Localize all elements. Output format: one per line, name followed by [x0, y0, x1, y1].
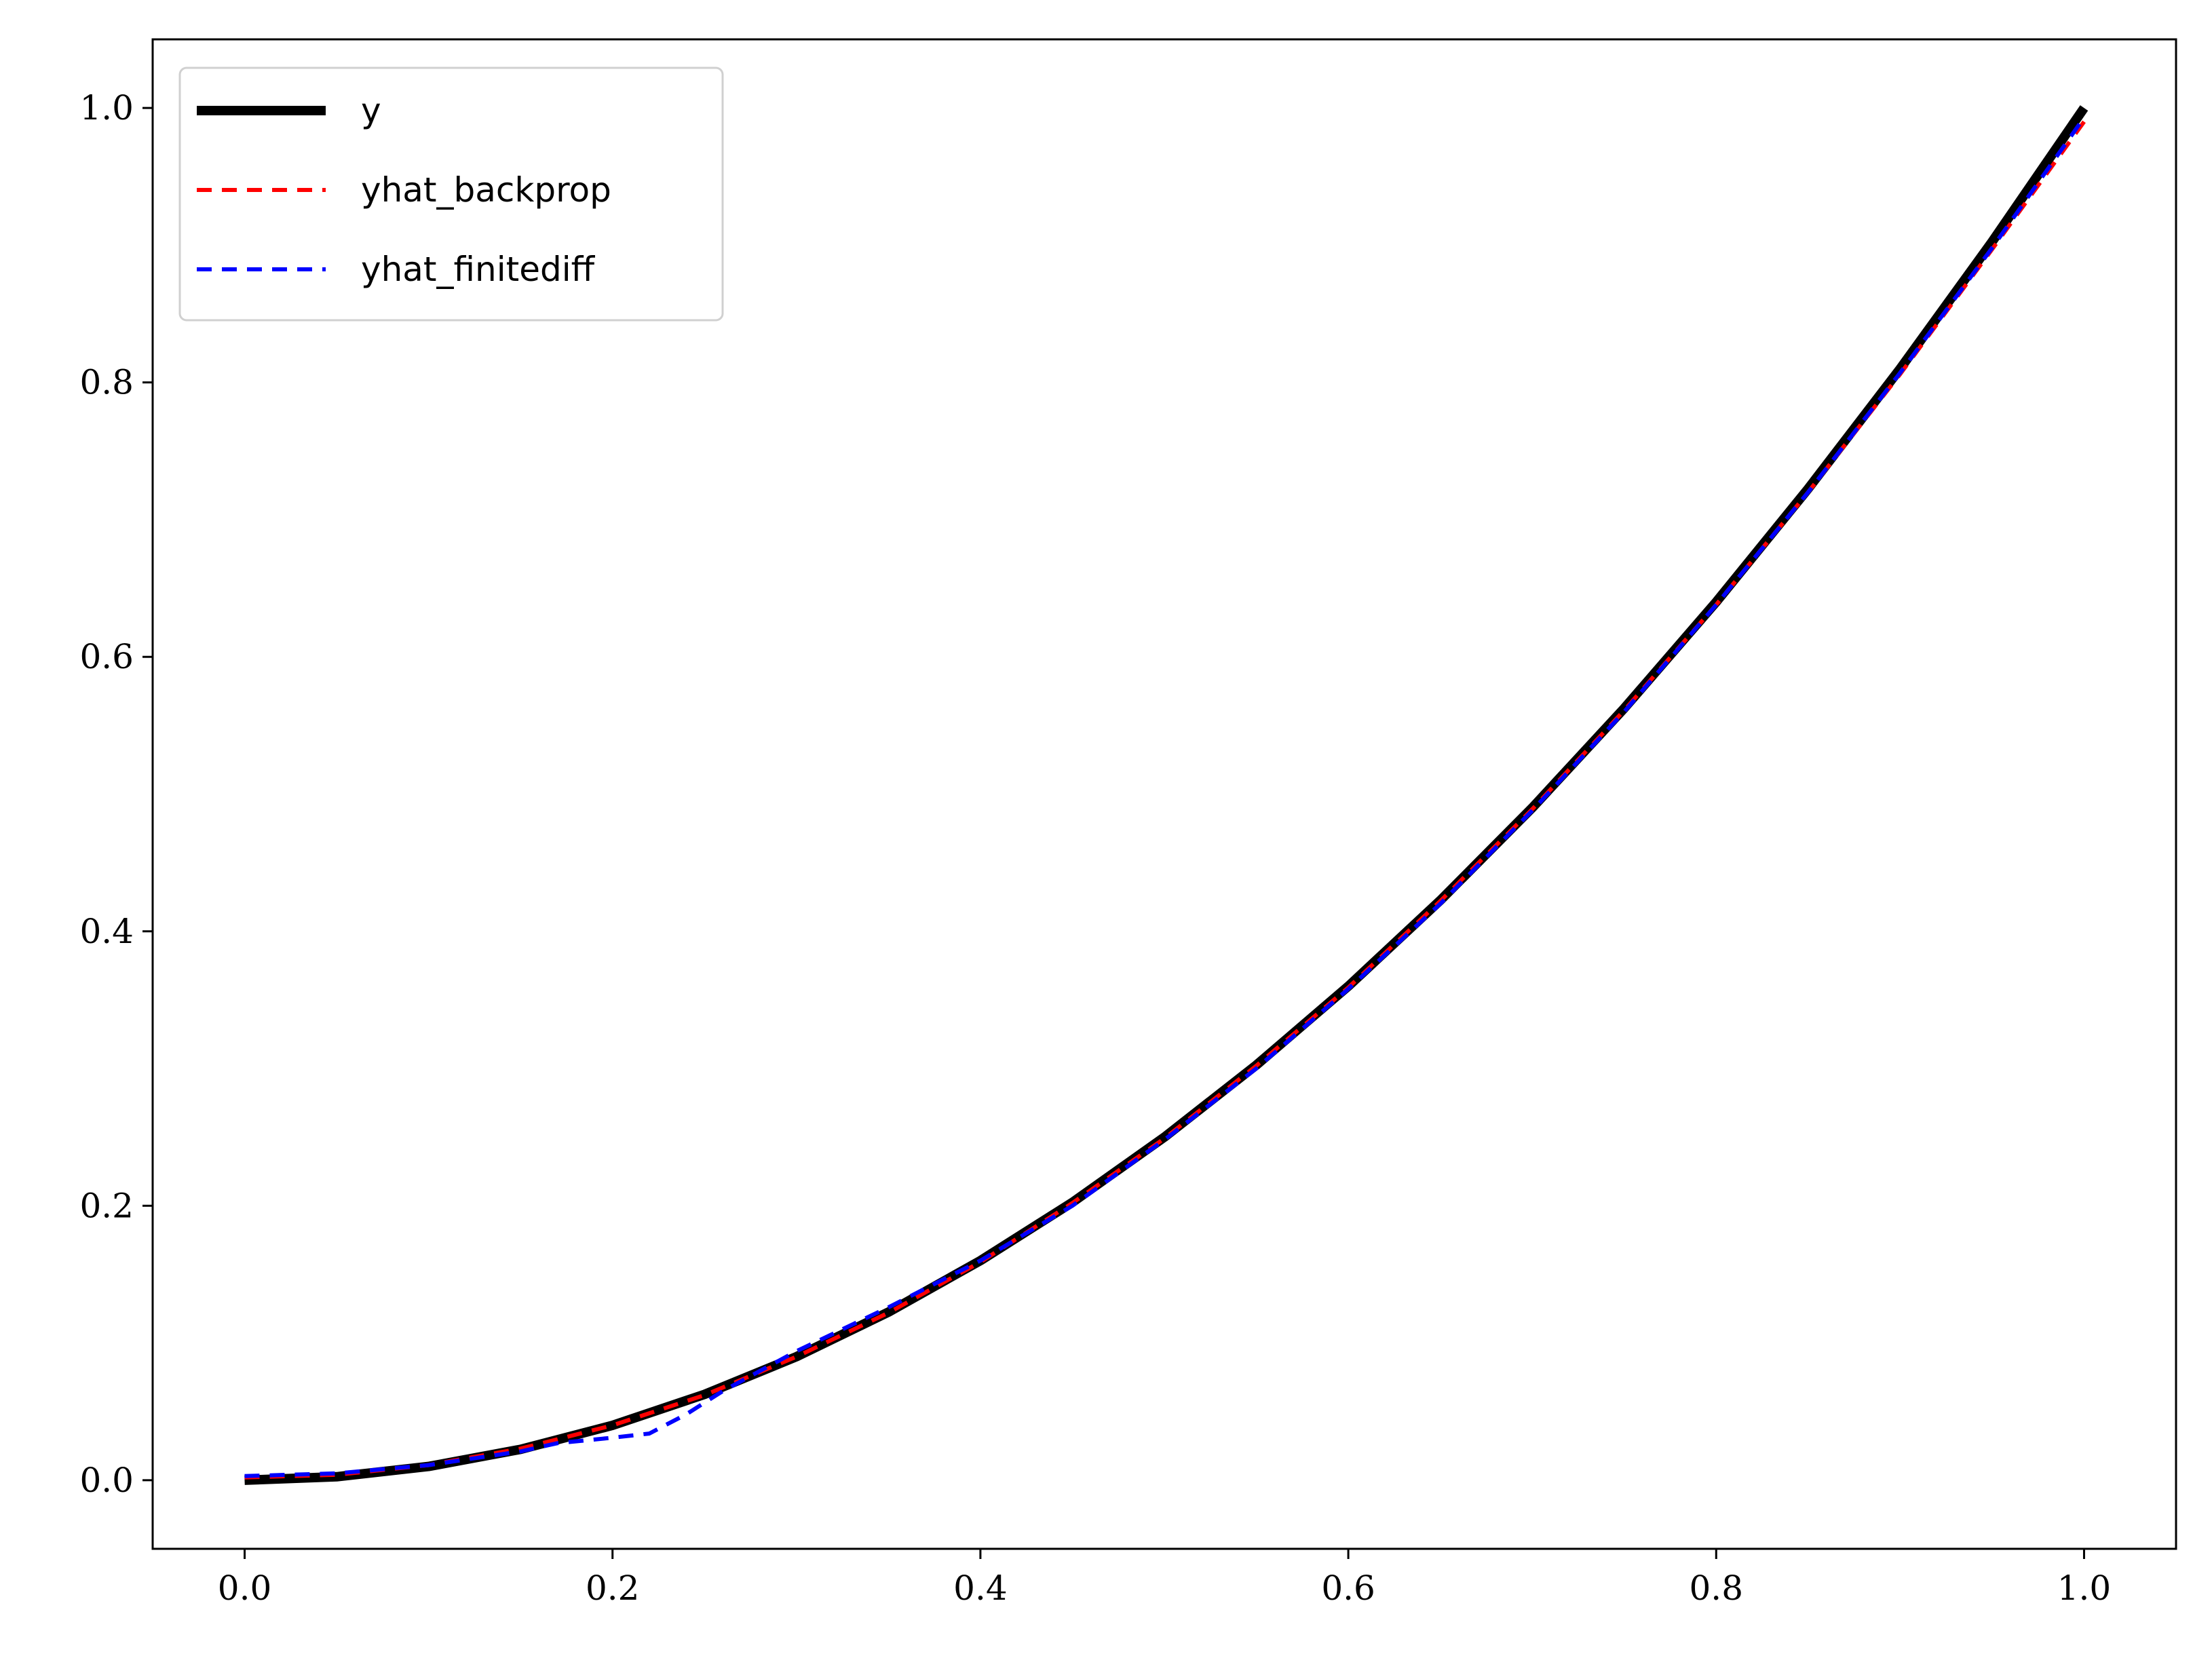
y-axis-ticks: 0.0 0.2 0.4 0.6 0.8 1.0	[79, 88, 153, 1500]
legend: y yhat_backprop yhat_finitediff	[178, 66, 724, 322]
x-tick-label: 1.0	[2057, 1568, 2112, 1608]
series-line-yhat-finitediff	[244, 116, 2086, 1478]
x-axis-ticks: 0.0 0.2 0.4 0.6 0.8 1.0	[218, 1549, 2111, 1608]
legend-label-yhat-finitediff: yhat_finitediff	[361, 250, 596, 289]
series-lines	[244, 105, 2089, 1485]
y-tick-label: 0.4	[79, 912, 134, 951]
y-tick-label: 0.0	[79, 1461, 134, 1500]
legend-label-yhat-backprop: yhat_backprop	[361, 170, 611, 210]
x-tick-label: 0.6	[1321, 1568, 1375, 1608]
y-tick-label: 0.6	[79, 637, 134, 676]
axes-frame	[151, 38, 2177, 1550]
y-tick-label: 0.8	[79, 363, 134, 402]
x-tick-label: 0.4	[953, 1568, 1008, 1608]
y-tick-label: 1.0	[79, 88, 134, 128]
x-tick-label: 0.0	[218, 1568, 272, 1608]
x-tick-label: 0.2	[586, 1568, 640, 1608]
legend-box	[178, 66, 724, 322]
x-tick-label: 0.8	[1690, 1568, 1744, 1608]
y-tick-label: 0.2	[79, 1186, 134, 1225]
legend-label-y: y	[361, 91, 381, 130]
